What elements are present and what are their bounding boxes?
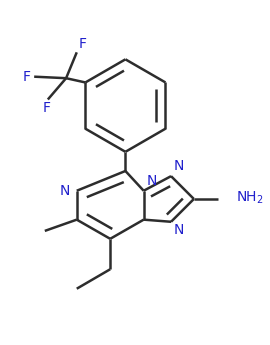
Text: F: F [79, 37, 87, 51]
Text: N: N [174, 159, 184, 173]
Text: NH$_2$: NH$_2$ [237, 189, 264, 206]
Text: F: F [42, 101, 50, 115]
Text: N: N [147, 174, 157, 188]
Text: N: N [174, 223, 184, 237]
Text: N: N [60, 184, 70, 198]
Text: F: F [23, 70, 31, 84]
